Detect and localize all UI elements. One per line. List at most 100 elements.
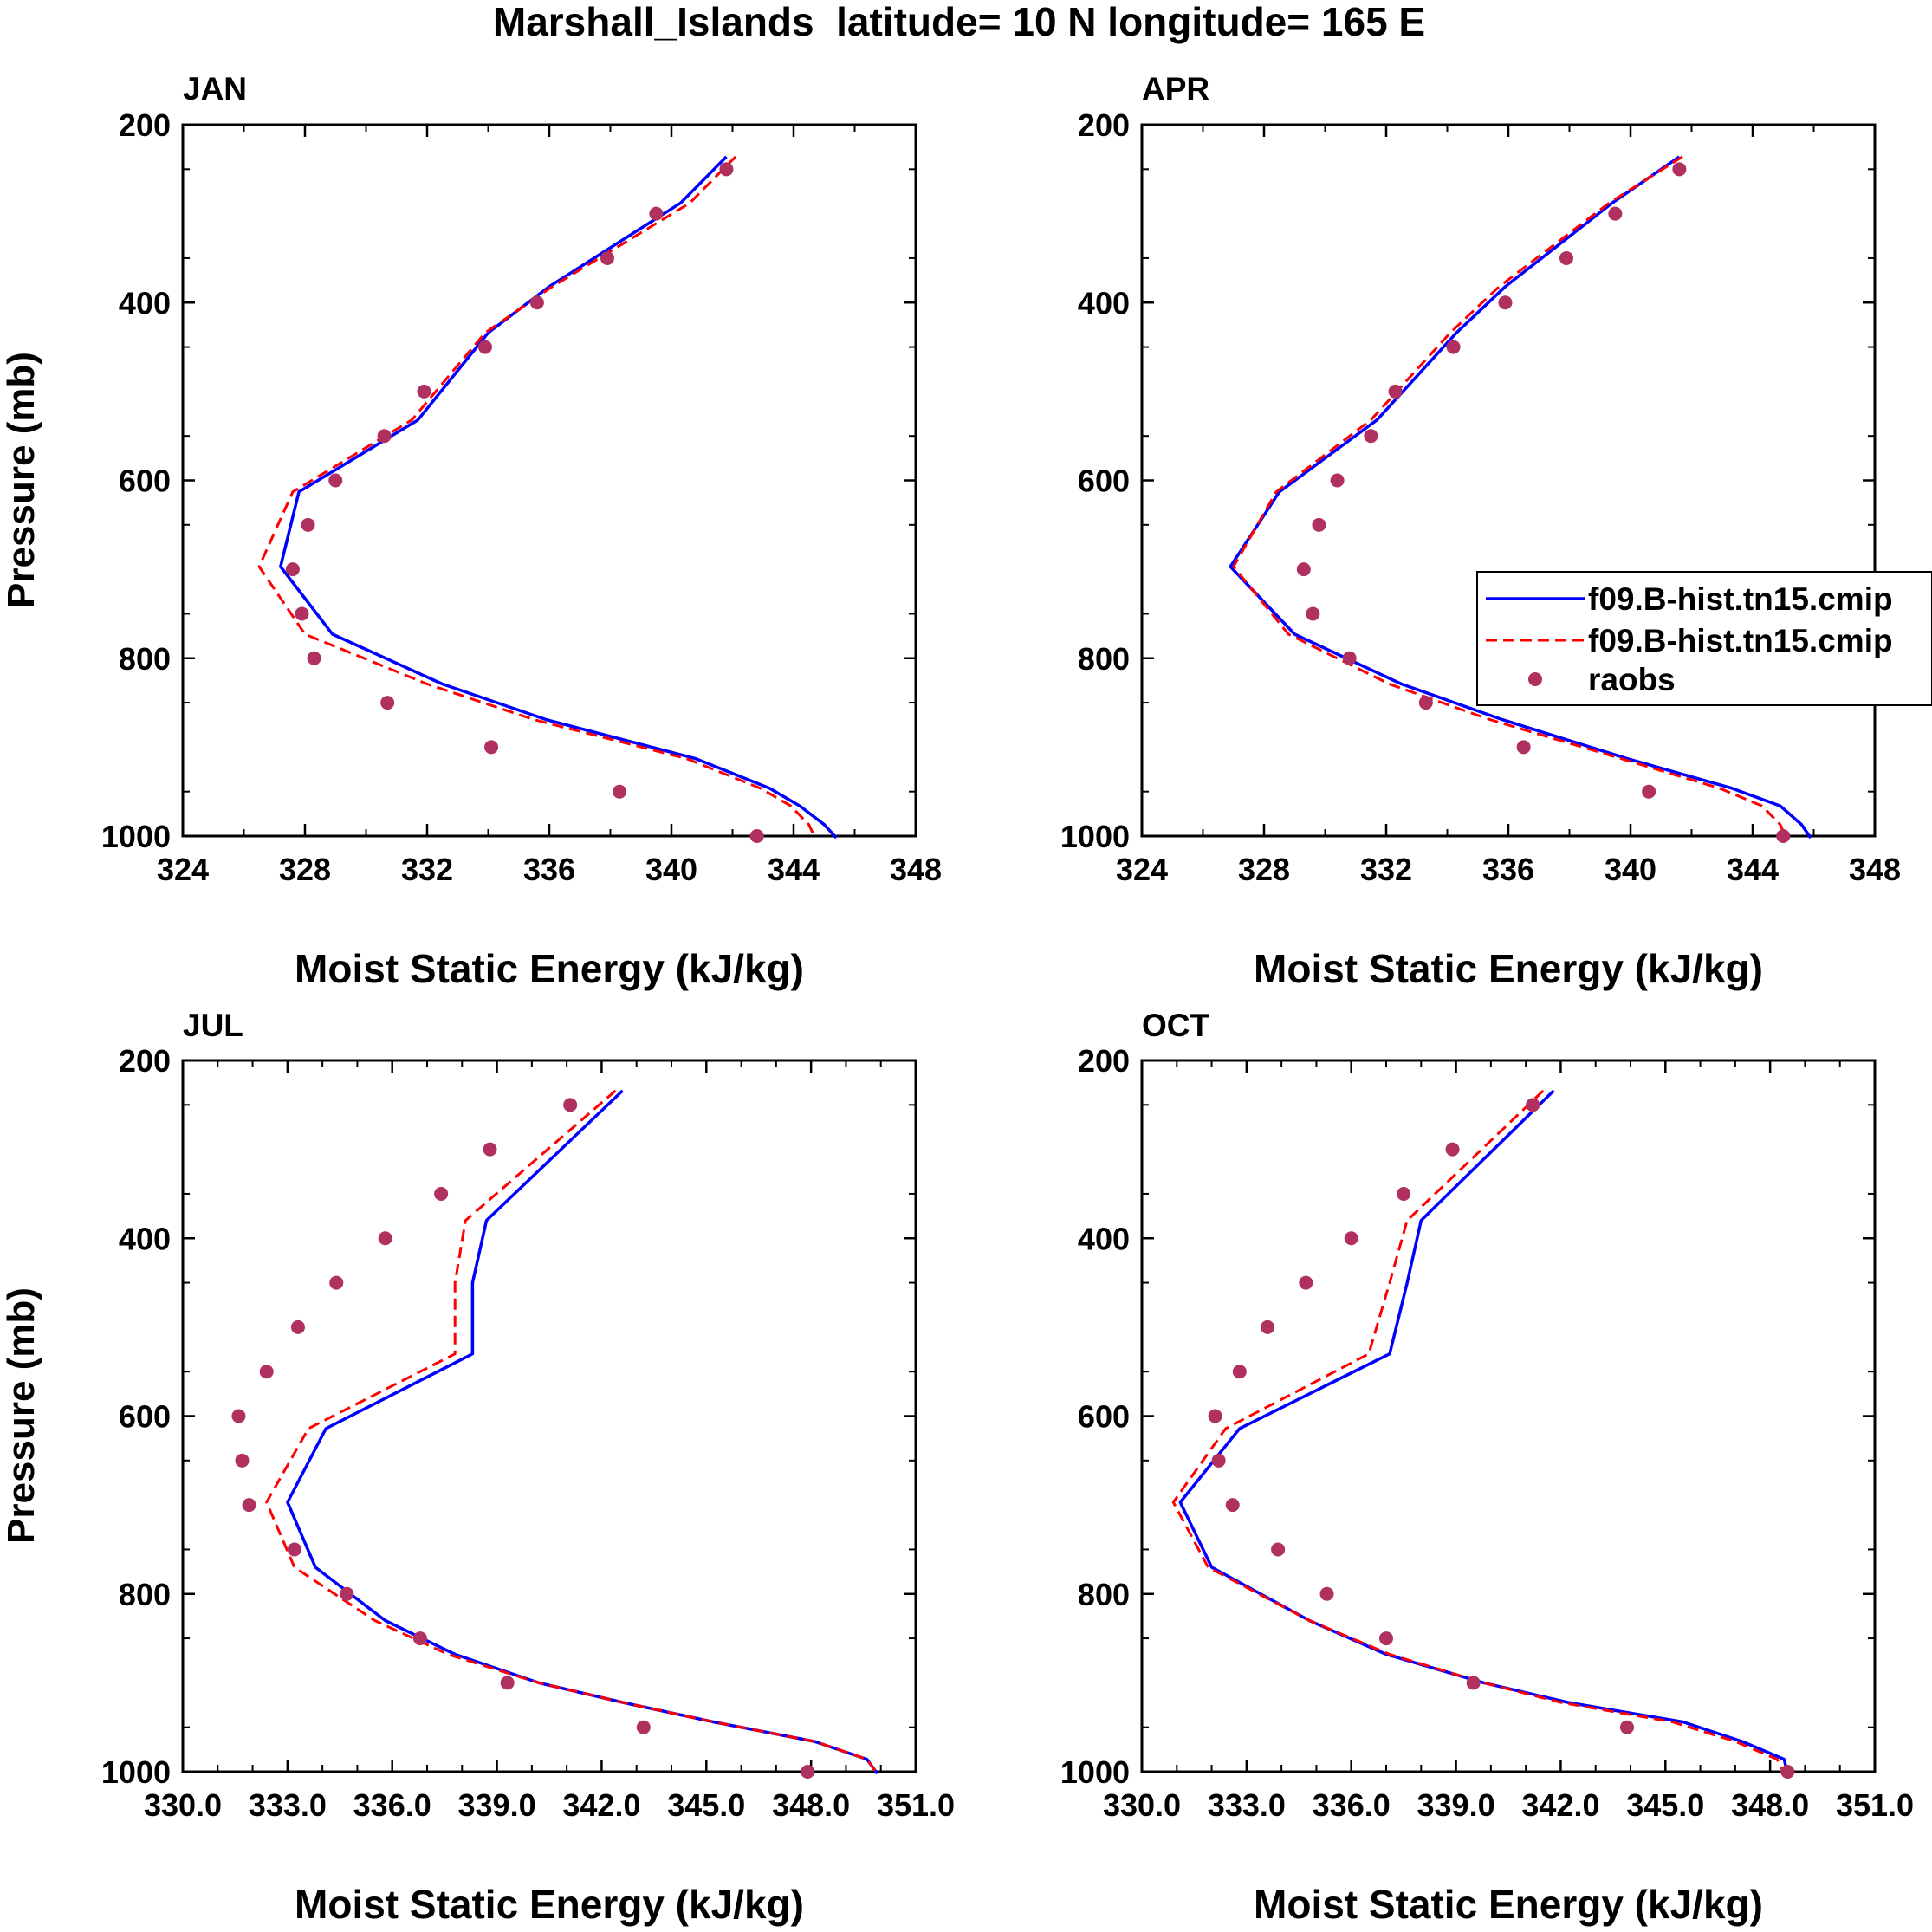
plot-area-jan: 324 328 332 336 340 344 348 200 400 600 800 1000 [101,107,942,887]
panel-label-oct: OCT [1142,1008,1210,1043]
x-tick-label: 351.0 [1836,1787,1914,1823]
x-tick-label: 328 [279,852,331,887]
model-2-line-oct [1171,1089,1786,1774]
x-tick-label: 333.0 [1208,1787,1286,1823]
obs-point-jan [529,295,544,310]
obs-point-jul [242,1498,256,1513]
obs-point-oct [1225,1498,1240,1513]
obs-point-jan [380,696,395,710]
obs-point-jul [483,1142,497,1157]
obs-point-apr [1418,696,1433,710]
y-tick-label: 200 [119,107,171,143]
y-tick-label: 200 [1078,107,1130,143]
x-tick-label: 344 [1727,852,1779,887]
obs-point-oct [1319,1586,1334,1601]
panel-jul: JUL 330.0 333.0 336.0 339.0 342.0 345.0 348.0 3… [0,1008,955,1927]
obs-point-oct [1780,1765,1795,1779]
obs-point-jan [477,340,492,354]
obs-point-oct [1271,1542,1286,1557]
plot-area-apr: 324 328 332 336 340 344 348 200 400 600 800 1000 [1060,107,1901,887]
plot-area-jul: 330.0 333.0 336.0 339.0 342.0 345.0 348.0 351.0… [101,1043,955,1823]
panel-apr: APR 324 328 332 336 340 344 348 200 400 600 800 100… [1060,71,1901,991]
obs-point-jan [749,829,764,843]
x-axis-label-apr: Moist Static Energy (kJ/kg) [1254,946,1763,991]
obs-point-jan [417,384,431,399]
y-tick-label: 800 [119,641,171,677]
obs-point-jan [301,517,315,532]
y-tick-label: 800 [1078,641,1130,677]
obs-point-oct [1261,1319,1275,1334]
x-tick-label: 340 [1605,852,1656,887]
obs-point-oct [1211,1453,1226,1468]
y-tick-label: 600 [119,1399,171,1435]
model-2-line-jan [257,155,817,839]
obs-point-jan [600,250,614,265]
obs-point-oct [1526,1098,1540,1112]
obs-point-apr [1364,429,1378,444]
obs-point-apr [1306,606,1320,621]
x-axis-label-jul: Moist Static Energy (kJ/kg) [295,1882,804,1927]
y-tick-label: 1000 [1060,1754,1130,1790]
obs-point-jan [295,606,309,621]
y-tick-label: 600 [1078,1399,1130,1435]
figure-title: Marshall_Islands latitude= 10 N longitud… [493,0,1425,44]
x-tick-label: 330.0 [1103,1787,1181,1823]
obs-point-oct [1344,1231,1358,1246]
model-1-line-jul [286,1089,879,1775]
obs-point-jul [340,1586,354,1601]
obs-point-jul [563,1098,578,1112]
y-tick-label: 400 [1078,285,1130,321]
legend-label-model-1: f09.B-hist.tn15.cmip [1588,581,1893,617]
obs-point-jul [329,1275,344,1290]
x-tick-label: 324 [1116,852,1168,887]
x-tick-label: 339.0 [458,1787,536,1823]
obs-point-jul [259,1365,274,1379]
y-tick-label: 400 [119,1221,171,1256]
obs-point-oct [1397,1186,1411,1201]
obs-point-apr [1559,250,1573,265]
obs-point-jan [307,651,321,665]
obs-point-apr [1388,384,1403,399]
obs-point-jul [378,1231,392,1246]
x-tick-label: 336 [1482,852,1534,887]
x-tick-label: 348.0 [772,1787,850,1823]
panel-label-jan: JAN [183,71,247,107]
x-tick-label: 342.0 [1521,1787,1599,1823]
obs-point-jul [287,1542,301,1557]
x-tick-label: 351.0 [877,1787,955,1823]
obs-point-apr [1446,340,1461,354]
y-tick-label: 800 [119,1577,171,1612]
legend-label-model-2: f09.B-hist.tn15.cmip [1588,623,1893,658]
x-tick-label: 336.0 [353,1787,431,1823]
y-tick-label: 400 [119,285,171,321]
x-tick-label: 344 [768,852,820,887]
x-tick-label: 332 [401,852,453,887]
obs-point-jul [434,1186,449,1201]
plot-frame-jan [181,123,917,838]
panel-oct: OCT 330.0 333.0 336.0 339.0 342.0 345.0 348.0 3… [1060,1008,1914,1927]
y-axis-label-jan: Pressure (mb) [0,352,42,608]
x-tick-label: 333.0 [249,1787,327,1823]
x-tick-label: 345.0 [1626,1787,1704,1823]
x-tick-label: 332 [1360,852,1412,887]
obs-point-jan [649,206,664,221]
model-1-line-jan [279,155,838,840]
obs-point-jul [231,1409,246,1423]
plot-frame-apr [1140,123,1877,838]
legend-box [1476,571,1932,706]
x-tick-label: 340 [645,852,697,887]
obs-point-apr [1672,162,1687,177]
obs-point-jan [613,784,627,799]
x-tick-label: 336 [523,852,575,887]
x-tick-label: 339.0 [1417,1787,1495,1823]
obs-point-jul [412,1631,427,1646]
legend-marker-obs [1528,672,1542,686]
y-tick-label: 1000 [101,819,171,854]
obs-point-oct [1466,1676,1481,1690]
x-tick-label: 330.0 [144,1787,222,1823]
x-tick-label: 345.0 [667,1787,745,1823]
obs-point-jul [235,1453,250,1468]
obs-point-oct [1208,1409,1222,1423]
panel-jan: JAN 324 328 332 336 340 344 348 200 400 600 800 100… [0,71,942,991]
